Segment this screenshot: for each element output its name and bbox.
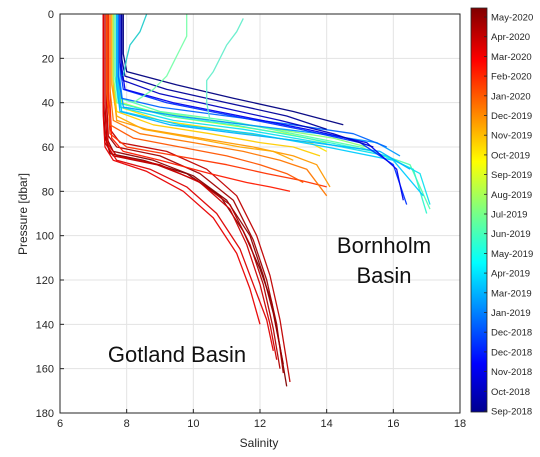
- annotation-layer: Bornholm Basin Gotland Basin: [108, 233, 431, 367]
- x-tick-label: 18: [454, 418, 466, 430]
- x-tick-label: 16: [387, 418, 399, 430]
- y-tick-label: 20: [42, 53, 54, 65]
- y-tick-label: 180: [36, 408, 54, 420]
- profile-line-bornholm: [112, 14, 367, 148]
- y-axis-label: Pressure [dbar]: [16, 173, 30, 255]
- profile-line-bornholm: [119, 14, 374, 148]
- y-tick-label: 120: [36, 275, 54, 287]
- profile-line-bornholm: [119, 14, 401, 157]
- profile-line-bornholm: [116, 14, 411, 170]
- profile-line-bornholm: [117, 14, 387, 148]
- colorbar-label: May-2019: [491, 249, 533, 260]
- y-tick-label: 160: [36, 364, 54, 376]
- x-tick-label: 14: [321, 418, 333, 430]
- colorbar-label: Mar-2019: [491, 288, 532, 299]
- y-tick-label: 0: [48, 9, 54, 21]
- profile-line-bornholm: [122, 14, 344, 126]
- colorbar-label: Jul-2019: [491, 210, 527, 221]
- profile-line-gotland: [111, 14, 294, 161]
- colorbar-label: Oct-2018: [491, 387, 530, 398]
- profile-line-surface: [206, 18, 244, 121]
- series-layer: [102, 13, 431, 387]
- colorbar-label: Mar-2020: [491, 52, 532, 63]
- colorbar-label: Oct-2019: [491, 150, 530, 161]
- profile-line-gotland: [106, 14, 274, 352]
- y-tick-label: 140: [36, 319, 54, 331]
- colorbar-label: May-2020: [491, 13, 533, 24]
- y-tick-label: 100: [36, 231, 54, 243]
- profile-line-gotland: [109, 14, 328, 197]
- profile-line-gotland: [104, 14, 278, 360]
- colorbar-label: Jan-2019: [491, 308, 531, 319]
- x-axis-label: Salinity: [240, 436, 279, 450]
- x-tick-label: 6: [57, 418, 63, 430]
- y-tick-label: 60: [42, 142, 54, 154]
- annotation-gotland: Gotland Basin: [108, 342, 246, 367]
- colorbar-label: Jun-2019: [491, 229, 531, 240]
- x-tick-label: 10: [187, 418, 199, 430]
- profile-line-gotland: [106, 14, 304, 184]
- x-tick-label: 12: [254, 418, 266, 430]
- colorbar-label: Apr-2020: [491, 32, 530, 43]
- colorbar-label: Aug-2019: [491, 190, 532, 201]
- colorbar-label: Feb-2020: [491, 72, 532, 83]
- colorbar: May-2020 Apr-2020 Mar-2020 Feb-2020 Jan-2020…: [470, 7, 533, 418]
- colorbar-label: Jan-2020: [491, 91, 531, 102]
- colorbar-label: Dec-2018: [491, 328, 532, 339]
- colorbar-label: Nov-2019: [491, 131, 532, 142]
- colorbar-bar: [470, 7, 488, 413]
- colorbar-label: Dec-2019: [491, 111, 532, 122]
- profile-line-surface: [132, 14, 188, 104]
- annotation-bornholm: Bornholm: [337, 233, 431, 258]
- profile-line-surface: [122, 13, 148, 77]
- profile-line-gotland: [102, 14, 261, 325]
- colorbar-label: Sep-2019: [491, 170, 532, 181]
- profile-line-gotland: [112, 14, 321, 157]
- colorbar-label: Sep-2018: [491, 407, 532, 418]
- colorbar-label: Nov-2018: [491, 367, 532, 378]
- profile-line-bornholm: [121, 14, 327, 130]
- y-tick-label: 80: [42, 186, 54, 198]
- colorbar-label: Dec-2018: [491, 347, 532, 358]
- profile-line-bornholm: [119, 14, 408, 205]
- x-tick-label: 8: [124, 418, 130, 430]
- annotation-bornholm: Basin: [356, 263, 411, 288]
- profile-line-gotland: [109, 14, 291, 192]
- colorbar-label: Apr-2019: [491, 269, 530, 280]
- y-tick-label: 40: [42, 98, 54, 110]
